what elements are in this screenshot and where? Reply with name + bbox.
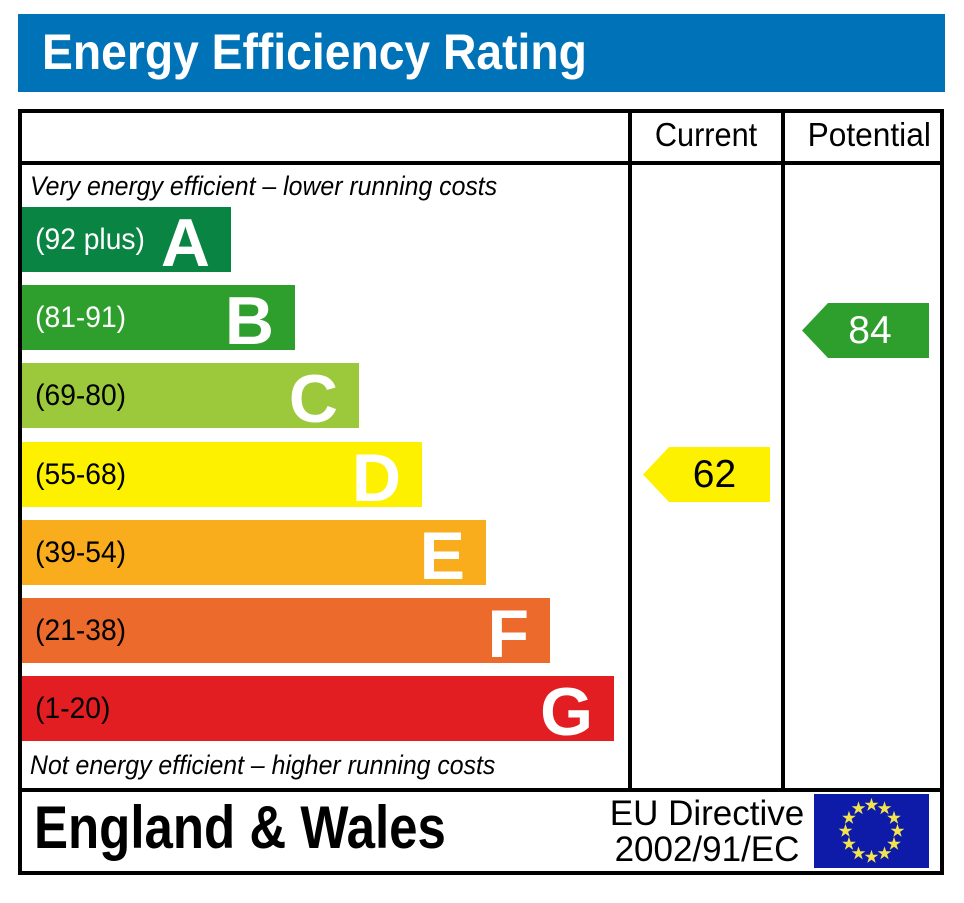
eu-flag-star	[864, 797, 879, 811]
current-rating-arrow: 62	[643, 447, 770, 502]
current-column-divider	[628, 113, 632, 788]
potential-column-label: Potential	[807, 116, 932, 153]
eu-flag-star	[877, 801, 892, 815]
band-g-letter: G	[540, 674, 593, 750]
eu-flag-star	[877, 846, 892, 860]
band-b-range: (81-91)	[35, 300, 127, 334]
band-e-range: (39-54)	[35, 535, 127, 569]
chart-frame: Current Potential Very energy efficient …	[18, 109, 944, 875]
eu-flag-star	[838, 823, 853, 837]
band-e: (39-54) E	[22, 518, 486, 594]
potential-arrow-shape	[802, 303, 929, 358]
band-c: (69-80) C	[22, 361, 359, 437]
band-a: (92 plus) A	[22, 205, 231, 281]
region-label: England & Wales	[34, 794, 446, 861]
chart-frame-inner: Current Potential Very energy efficient …	[22, 113, 940, 871]
band-d: (55-68) D	[22, 440, 422, 516]
band-e-letter: E	[419, 518, 465, 594]
band-c-letter: C	[288, 361, 338, 437]
potential-rating-value: 84	[848, 308, 892, 352]
bottom-caption: Not energy efficient – higher running co…	[22, 742, 536, 788]
top-caption: Very energy efficient – lower running co…	[22, 165, 538, 207]
eu-flag-star	[864, 849, 879, 863]
band-g-range: (1-20)	[35, 691, 111, 725]
eu-flag-star	[842, 810, 856, 824]
band-f: (21-38) F	[22, 596, 550, 672]
current-column-header: Current	[632, 113, 781, 161]
header-divider	[22, 161, 940, 165]
eu-directive: EU Directive 2002/91/EC	[587, 792, 827, 871]
potential-rating-arrow: 84	[802, 303, 929, 358]
eu-flag-star	[887, 836, 901, 850]
title-bar: Energy Efficiency Rating	[18, 14, 945, 92]
band-a-letter: A	[160, 205, 210, 281]
top-caption-text: Very energy efficient – lower running co…	[30, 170, 498, 201]
band-d-letter: D	[351, 440, 401, 516]
footer-row: England & Wales EU Directive 2002/91/EC	[22, 792, 940, 871]
eu-flag-star	[851, 801, 866, 815]
bottom-caption-text: Not energy efficient – higher running co…	[30, 749, 496, 780]
current-column-label: Current	[655, 116, 758, 153]
eu-flag-star	[887, 810, 901, 824]
band-f-letter: F	[487, 596, 529, 672]
band-g: (1-20) G	[22, 674, 614, 750]
band-f-range: (21-38)	[35, 613, 127, 647]
eu-flag	[814, 794, 929, 868]
current-arrow-shape	[643, 447, 770, 502]
eu-flag-star	[842, 836, 856, 850]
eu-flag-star	[890, 823, 905, 837]
eu-flag-star	[851, 846, 866, 860]
footer-divider	[22, 788, 940, 792]
potential-column-header: Potential	[785, 113, 940, 161]
current-rating-value: 62	[692, 452, 737, 496]
eu-directive-line2: 2002/91/EC	[614, 829, 800, 869]
band-a-range: (92 plus)	[35, 222, 145, 256]
eu-directive-line1: EU Directive	[609, 793, 805, 833]
band-c-range: (69-80)	[35, 378, 127, 412]
band-b-letter: B	[224, 283, 274, 359]
band-b: (81-91) B	[22, 283, 295, 359]
band-d-range: (55-68)	[35, 457, 127, 491]
column-header-row: Current Potential	[22, 113, 940, 161]
potential-column-divider	[781, 113, 785, 788]
chart-title: Energy Efficiency Rating	[42, 24, 587, 80]
